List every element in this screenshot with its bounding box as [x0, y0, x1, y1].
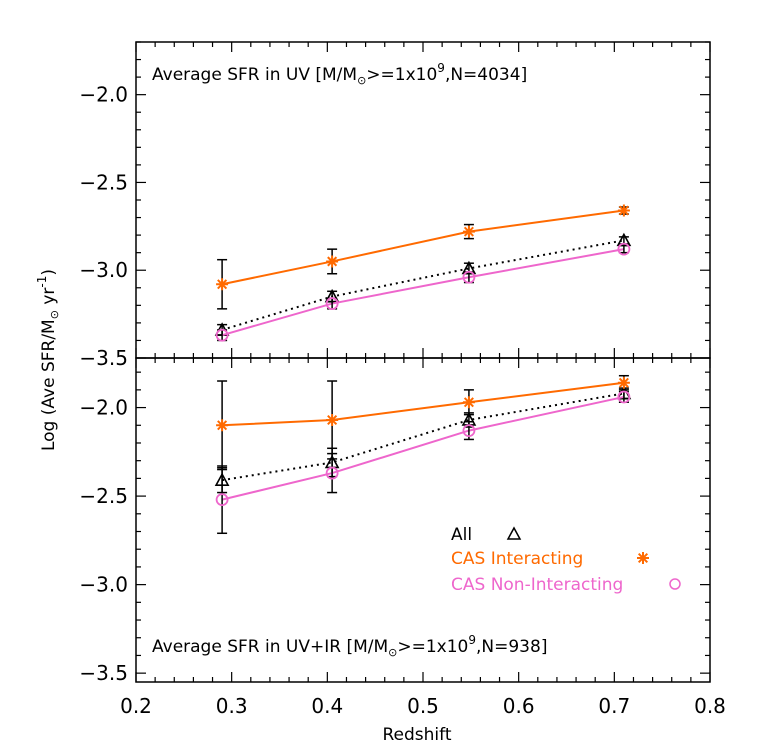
top-panel-frame — [135, 41, 711, 359]
bottom-panel-title: Average SFR in UV+IR [M/M⊙>=1x109,N=938] — [152, 633, 547, 659]
legend-asterisk-icon — [637, 552, 649, 564]
legend-label-all: All — [451, 525, 472, 545]
y-tick-label: −2.5 — [79, 484, 128, 508]
legend: All CAS Interacting CAS Non-Interacting — [451, 525, 681, 595]
legend-triangle-icon — [506, 526, 522, 540]
data-point-circle — [617, 242, 631, 256]
series-line-cas-interacting — [221, 209, 625, 286]
top-panel-plot — [214, 204, 632, 342]
top-panel-title: Average SFR in UV [M/M⊙>=1x109,N=4034] — [152, 61, 527, 87]
data-point-asterisk — [617, 204, 630, 217]
y-tick-label: −3.0 — [79, 573, 128, 597]
x-tick-label: 0.7 — [598, 694, 630, 718]
data-point-circle — [325, 297, 339, 310]
series-line-cas-non-interacting — [221, 248, 625, 337]
data-point-asterisk — [617, 376, 630, 389]
data-point-circle — [215, 328, 229, 342]
y-tick-label: −2.5 — [79, 170, 128, 194]
data-point-circle — [325, 466, 339, 480]
data-point-asterisk — [462, 225, 475, 238]
data-point-circle — [617, 390, 631, 404]
y-tick-label: −3.0 — [79, 258, 128, 282]
x-tick-label: 0.3 — [216, 694, 248, 718]
x-tick-label: 0.5 — [407, 694, 439, 718]
series-line-cas-interacting — [222, 381, 625, 427]
y-tick-label: −3.5 — [79, 661, 128, 685]
data-point-circle — [462, 270, 476, 284]
x-tick-label: 0.2 — [120, 694, 152, 718]
y-axis-title: Log (Ave SFR/M⊙ yr-1) — [35, 269, 61, 451]
legend-label-noninteracting: CAS Non-Interacting — [451, 575, 623, 595]
data-point-asterisk — [216, 278, 229, 291]
y-tick-label: −2.0 — [79, 83, 128, 107]
axis-ticks — [135, 41, 711, 682]
data-point-asterisk — [326, 255, 339, 268]
asterisk-icon — [637, 552, 649, 564]
series-line-cas-non-interacting — [221, 395, 625, 501]
data-point-asterisk — [462, 396, 475, 409]
data-point-asterisk — [326, 413, 339, 426]
bottom-panel-plot — [214, 374, 632, 535]
axis-tick-labels: −3.5 −3.0 −2.5 −2.0 −3.5 −3.0 −2.5 −2.0 0.2 0.3 0.… — [79, 83, 725, 718]
legend-circle-icon — [669, 578, 681, 590]
x-tick-label: 0.8 — [694, 694, 726, 718]
x-tick-label: 0.6 — [503, 694, 535, 718]
y-tick-label: −2.0 — [79, 396, 128, 420]
legend-label-interacting: CAS Interacting — [451, 549, 583, 569]
x-tick-label: 0.4 — [311, 694, 343, 718]
y-tick-label: −3.5 — [79, 346, 128, 370]
data-point-circle — [215, 493, 229, 507]
data-point-circle — [462, 424, 476, 437]
data-point-asterisk — [216, 419, 229, 432]
x-axis-title: Redshift — [382, 725, 451, 745]
series-line-all — [221, 392, 625, 482]
